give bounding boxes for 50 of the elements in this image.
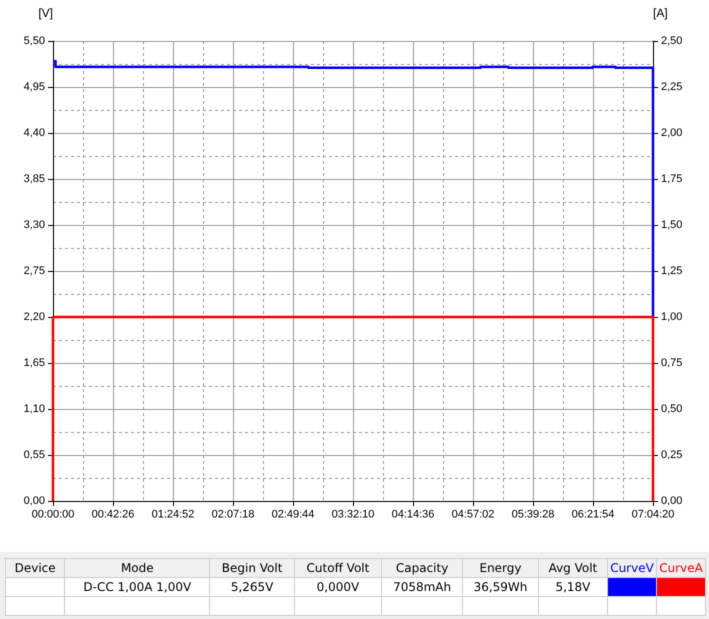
text: 5,18V [538, 578, 608, 596]
text: Cutoff Volt [294, 558, 382, 578]
x-tick-label: 01:24:52 [152, 508, 194, 520]
x-tick-label: 05:39:28 [512, 508, 554, 520]
x-tick-label: 04:57:02 [452, 508, 494, 520]
x-tick-label: 02:07:18 [212, 508, 254, 520]
text: Mode [64, 558, 210, 578]
y-tick-label: 4,40 [24, 127, 45, 139]
y-tick-label: 3,30 [24, 219, 45, 231]
y2-tick-label: 2,00 [661, 127, 682, 139]
text: 0,000V [294, 578, 382, 596]
x-tick-label: 00:42:26 [92, 508, 134, 520]
y-axis-title: [V] [38, 6, 53, 20]
y2-tick-label: 0,25 [661, 449, 682, 461]
text: 36,59Wh [462, 578, 538, 596]
y2-tick-label: 1,50 [661, 219, 682, 231]
y-tick-label: 1,10 [24, 403, 45, 415]
text: CurveA [656, 558, 706, 578]
x-tick-label: 07:04:20 [632, 508, 674, 520]
text: Device [6, 558, 65, 578]
y2-tick-label: 2,50 [661, 35, 682, 47]
text: 7058mAh [382, 578, 463, 596]
x-tick-label: 06:21:54 [572, 508, 614, 520]
text: Energy [462, 558, 538, 578]
y-tick-label: 4,95 [24, 81, 45, 93]
y2-tick-label: 1,25 [661, 265, 682, 277]
text: CurveV [608, 558, 656, 578]
y2-tick-label: 1,00 [661, 311, 682, 323]
x-tick-label: 04:14:36 [392, 508, 434, 520]
y-tick-label: 5,50 [24, 35, 45, 47]
text: Capacity [382, 558, 463, 578]
x-tick-label: 00:00:00 [32, 508, 74, 520]
y-tick-label: 2,75 [24, 265, 45, 277]
y2-tick-label: 0,00 [661, 495, 682, 507]
y2-tick-label: 1,75 [661, 173, 682, 185]
y-tick-label: 3,85 [24, 173, 45, 185]
text: D-CC 1,00A 1,00V [64, 578, 210, 596]
y-tick-label: 0,00 [24, 495, 45, 507]
y2-tick-label: 0,50 [661, 403, 682, 415]
y-tick-label: 1,65 [24, 357, 45, 369]
x-tick-label: 03:32:10 [332, 508, 374, 520]
y-tick-label: 0,55 [24, 449, 45, 461]
y-tick-label: 2,20 [24, 311, 45, 323]
y2-tick-label: 2,25 [661, 81, 682, 93]
x-tick-label: 02:49:44 [272, 508, 314, 520]
text: Avg Volt [538, 558, 608, 578]
y2-axis-title: [A] [653, 6, 668, 20]
text: 5,265V [210, 578, 294, 596]
y2-tick-label: 0,75 [661, 357, 682, 369]
text: Begin Volt [210, 558, 294, 578]
